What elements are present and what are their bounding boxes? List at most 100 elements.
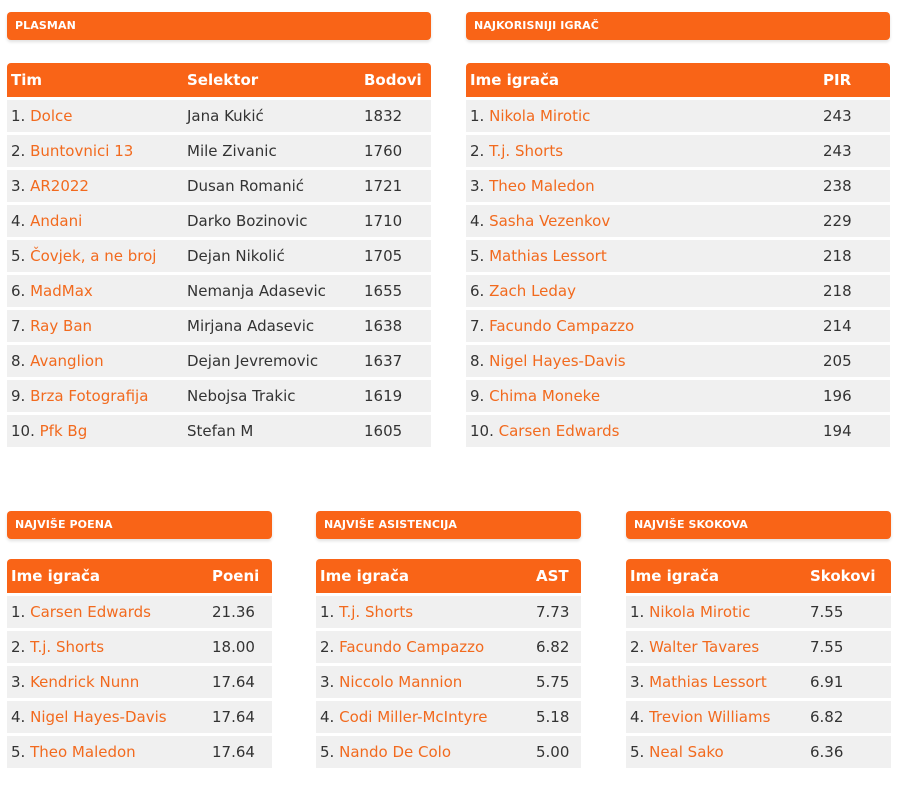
table-row: 10. Pfk Bg Stefan M 1605 <box>7 415 431 447</box>
player-cell: 4. Nigel Hayes-Davis <box>7 701 208 733</box>
player-link[interactable]: Nikola Mirotic <box>649 603 751 621</box>
table-row: 4. Sasha Vezenkov 229 <box>466 205 890 237</box>
table-row: 10. Carsen Edwards 194 <box>466 415 890 447</box>
selector-cell: Darko Bozinovic <box>183 205 360 237</box>
points-cell: 1619 <box>360 380 431 412</box>
player-link[interactable]: Nigel Hayes-Davis <box>489 352 626 370</box>
table-row: 2. T.j. Shorts 18.00 <box>7 631 272 663</box>
team-link[interactable]: MadMax <box>30 282 93 300</box>
team-link[interactable]: Dolce <box>30 107 73 125</box>
player-link[interactable]: Kendrick Nunn <box>30 673 140 691</box>
table-row: 9. Chima Moneke 196 <box>466 380 890 412</box>
table-row: 4. Nigel Hayes-Davis 17.64 <box>7 701 272 733</box>
points-table: Ime igrača Poeni 1. Carsen Edwards 21.36 2… <box>7 556 272 771</box>
rank-number: 4. <box>470 212 485 230</box>
team-link[interactable]: Buntovnici 13 <box>30 142 134 160</box>
selector-cell: Nemanja Adasevic <box>183 275 360 307</box>
player-cell: 10. Carsen Edwards <box>466 415 819 447</box>
team-cell: 4. Andani <box>7 205 183 237</box>
column-header-points: Bodovi <box>360 63 431 97</box>
team-link[interactable]: Čovjek, a ne broj <box>30 247 157 265</box>
stat-value-cell: 218 <box>819 240 890 272</box>
player-link[interactable]: Neal Sako <box>649 743 724 761</box>
rank-number: 5. <box>11 743 26 761</box>
table-row: 1. Dolce Jana Kukić 1832 <box>7 100 431 132</box>
player-link[interactable]: T.j. Shorts <box>339 603 414 621</box>
selector-cell: Mirjana Adasevic <box>183 310 360 342</box>
player-link[interactable]: Chima Moneke <box>489 387 601 405</box>
standings-title: PLASMAN <box>7 12 431 40</box>
team-link[interactable]: Ray Ban <box>30 317 93 335</box>
player-link[interactable]: T.j. Shorts <box>489 142 564 160</box>
player-link[interactable]: Nando De Colo <box>339 743 452 761</box>
player-cell: 4. Sasha Vezenkov <box>466 205 819 237</box>
rank-number: 2. <box>630 638 645 656</box>
table-row: 9. Brza Fotografija Nebojsa Trakic 1619 <box>7 380 431 412</box>
player-link[interactable]: Zach Leday <box>489 282 576 300</box>
player-link[interactable]: Theo Maledon <box>30 743 136 761</box>
player-cell: 3. Niccolo Mannion <box>316 666 532 698</box>
player-cell: 3. Mathias Lessort <box>626 666 806 698</box>
assists-title: NAJVIŠE ASISTENCIJA <box>316 511 581 539</box>
table-header-row: Tim Selektor Bodovi <box>7 63 431 97</box>
team-link[interactable]: AR2022 <box>30 177 89 195</box>
table-row: 3. Niccolo Mannion 5.75 <box>316 666 581 698</box>
player-link[interactable]: Sasha Vezenkov <box>489 212 611 230</box>
selector-cell: Dusan Romanić <box>183 170 360 202</box>
player-cell: 7. Facundo Campazzo <box>466 310 819 342</box>
player-link[interactable]: Facundo Campazzo <box>339 638 485 656</box>
rank-number: 7. <box>11 317 26 335</box>
player-link[interactable]: Mathias Lessort <box>489 247 607 265</box>
table-row: 3. Theo Maledon 238 <box>466 170 890 202</box>
stat-value-cell: 7.73 <box>532 596 581 628</box>
rank-number: 5. <box>470 247 485 265</box>
stat-value-cell: 205 <box>819 345 890 377</box>
selector-cell: Mile Zivanic <box>183 135 360 167</box>
stat-value-cell: 243 <box>819 100 890 132</box>
player-link[interactable]: Theo Maledon <box>489 177 595 195</box>
player-link[interactable]: Trevion Williams <box>649 708 771 726</box>
rebounds-panel: NAJVIŠE SKOKOVA Ime igrača Skokovi 1. Ni… <box>626 511 891 771</box>
table-row: 1. Nikola Mirotic 243 <box>466 100 890 132</box>
player-link[interactable]: Mathias Lessort <box>649 673 767 691</box>
player-link[interactable]: Niccolo Mannion <box>339 673 463 691</box>
player-link[interactable]: Walter Tavares <box>649 638 760 656</box>
team-link[interactable]: Brza Fotografija <box>30 387 149 405</box>
player-cell: 4. Trevion Williams <box>626 701 806 733</box>
stat-value-cell: 5.75 <box>532 666 581 698</box>
rank-number: 3. <box>320 673 335 691</box>
stat-value-cell: 6.91 <box>806 666 891 698</box>
points-cell: 1705 <box>360 240 431 272</box>
player-cell: 1. Nikola Mirotic <box>466 100 819 132</box>
rank-number: 7. <box>470 317 485 335</box>
team-cell: 10. Pfk Bg <box>7 415 183 447</box>
player-link[interactable]: Nigel Hayes-Davis <box>30 708 167 726</box>
player-cell: 5. Mathias Lessort <box>466 240 819 272</box>
player-cell: 5. Theo Maledon <box>7 736 208 768</box>
table-row: 2. Walter Tavares 7.55 <box>626 631 891 663</box>
stat-value-cell: 7.55 <box>806 596 891 628</box>
column-header-team: Tim <box>7 63 183 97</box>
stat-value-cell: 5.18 <box>532 701 581 733</box>
points-cell: 1655 <box>360 275 431 307</box>
player-cell: 3. Kendrick Nunn <box>7 666 208 698</box>
team-link[interactable]: Avanglion <box>30 352 104 370</box>
selector-cell: Dejan Jevremovic <box>183 345 360 377</box>
rank-number: 5. <box>630 743 645 761</box>
stat-value-cell: 17.64 <box>208 666 272 698</box>
table-row: 4. Codi Miller-McIntyre 5.18 <box>316 701 581 733</box>
player-link[interactable]: Carsen Edwards <box>30 603 151 621</box>
points-panel: NAJVIŠE POENA Ime igrača Poeni 1. Carsen… <box>7 511 272 771</box>
points-cell: 1638 <box>360 310 431 342</box>
player-link[interactable]: Nikola Mirotic <box>489 107 591 125</box>
team-link[interactable]: Pfk Bg <box>39 422 88 440</box>
player-link[interactable]: Carsen Edwards <box>498 422 620 440</box>
table-row: 2. T.j. Shorts 243 <box>466 135 890 167</box>
team-link[interactable]: Andani <box>30 212 83 230</box>
table-row: 7. Ray Ban Mirjana Adasevic 1638 <box>7 310 431 342</box>
points-cell: 1721 <box>360 170 431 202</box>
table-row: 5. Nando De Colo 5.00 <box>316 736 581 768</box>
player-link[interactable]: T.j. Shorts <box>30 638 105 656</box>
player-link[interactable]: Facundo Campazzo <box>489 317 635 335</box>
player-link[interactable]: Codi Miller-McIntyre <box>339 708 488 726</box>
